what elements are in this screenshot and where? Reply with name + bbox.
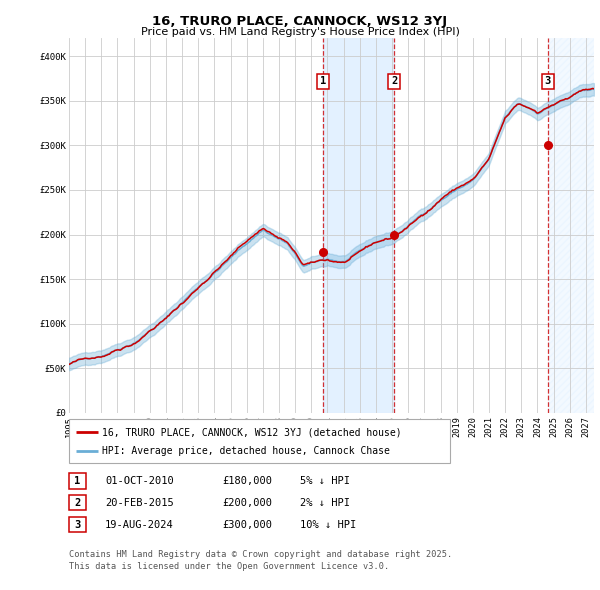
Text: 3: 3 — [74, 520, 80, 529]
Text: £200,000: £200,000 — [222, 498, 272, 507]
Text: 2% ↓ HPI: 2% ↓ HPI — [300, 498, 350, 507]
Text: 3: 3 — [545, 77, 551, 86]
Text: 2: 2 — [74, 498, 80, 507]
Text: 2: 2 — [391, 77, 397, 86]
Bar — [323, 38, 394, 413]
Text: HPI: Average price, detached house, Cannock Chase: HPI: Average price, detached house, Cann… — [102, 446, 390, 455]
Text: 1: 1 — [320, 77, 326, 86]
Text: 1: 1 — [74, 476, 80, 486]
Text: Price paid vs. HM Land Registry's House Price Index (HPI): Price paid vs. HM Land Registry's House … — [140, 27, 460, 37]
Text: 19-AUG-2024: 19-AUG-2024 — [105, 520, 174, 529]
Text: £300,000: £300,000 — [222, 520, 272, 529]
Text: 16, TRURO PLACE, CANNOCK, WS12 3YJ: 16, TRURO PLACE, CANNOCK, WS12 3YJ — [152, 15, 448, 28]
Text: Contains HM Land Registry data © Crown copyright and database right 2025.: Contains HM Land Registry data © Crown c… — [69, 550, 452, 559]
Text: 01-OCT-2010: 01-OCT-2010 — [105, 476, 174, 486]
Text: 10% ↓ HPI: 10% ↓ HPI — [300, 520, 356, 529]
Text: 16, TRURO PLACE, CANNOCK, WS12 3YJ (detached house): 16, TRURO PLACE, CANNOCK, WS12 3YJ (deta… — [102, 427, 401, 437]
Text: £180,000: £180,000 — [222, 476, 272, 486]
Text: 20-FEB-2015: 20-FEB-2015 — [105, 498, 174, 507]
Text: 5% ↓ HPI: 5% ↓ HPI — [300, 476, 350, 486]
Text: This data is licensed under the Open Government Licence v3.0.: This data is licensed under the Open Gov… — [69, 562, 389, 571]
Bar — [548, 38, 594, 413]
